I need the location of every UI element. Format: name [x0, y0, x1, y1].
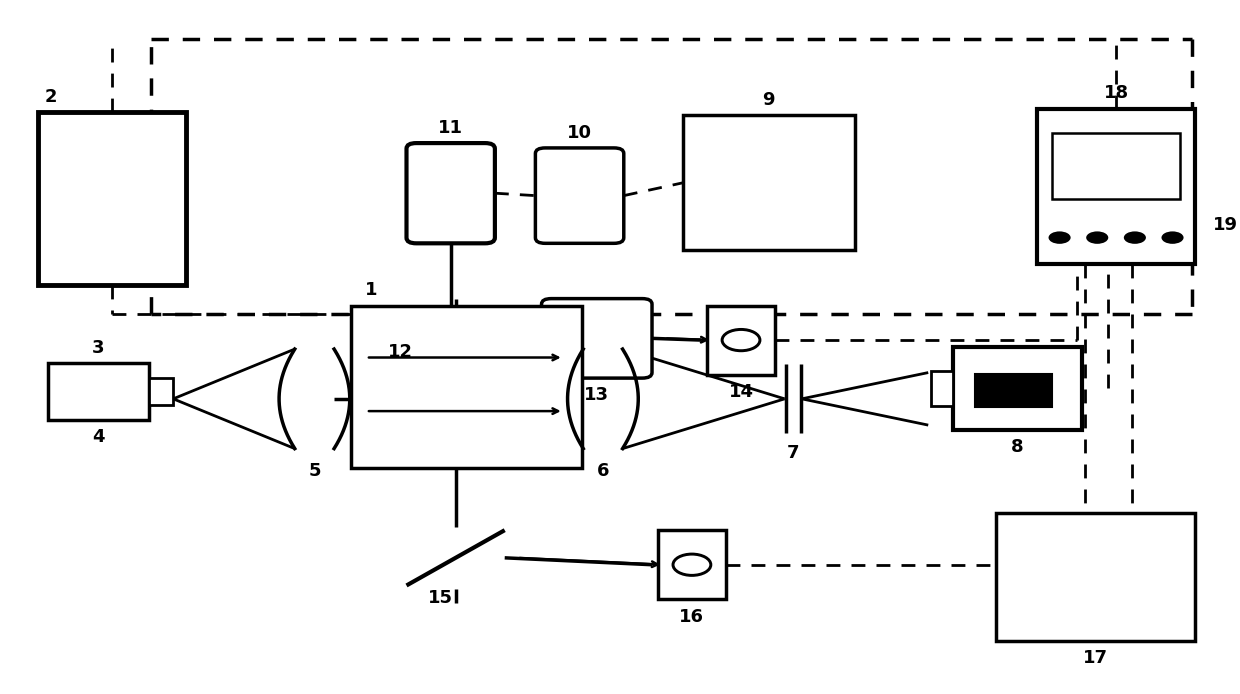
Text: 18: 18 — [1104, 85, 1128, 102]
Text: 5: 5 — [309, 462, 321, 480]
Bar — [931, 371, 952, 406]
Circle shape — [1162, 231, 1183, 244]
Bar — [149, 378, 174, 405]
Text: 13: 13 — [584, 387, 609, 405]
Text: 15: 15 — [428, 589, 454, 607]
Text: 12: 12 — [388, 343, 413, 361]
Text: 11: 11 — [438, 119, 464, 137]
Bar — [351, 305, 582, 468]
FancyBboxPatch shape — [536, 148, 624, 244]
Text: 3: 3 — [92, 339, 104, 357]
Bar — [952, 347, 1081, 430]
Bar — [1053, 133, 1180, 198]
Text: 4: 4 — [92, 428, 104, 446]
Text: 16: 16 — [680, 607, 704, 625]
Bar — [48, 363, 149, 420]
Text: 6: 6 — [596, 462, 609, 480]
Text: 19: 19 — [1213, 216, 1238, 234]
Bar — [38, 112, 186, 285]
FancyBboxPatch shape — [542, 298, 652, 378]
Bar — [996, 513, 1194, 641]
Bar — [1038, 108, 1194, 264]
Bar — [975, 373, 1053, 407]
Circle shape — [1123, 231, 1146, 244]
Text: 2: 2 — [45, 87, 57, 105]
Text: 9: 9 — [763, 91, 775, 109]
Circle shape — [1086, 231, 1109, 244]
Bar — [658, 530, 725, 600]
Text: 1: 1 — [365, 281, 377, 299]
Text: 10: 10 — [567, 124, 591, 142]
Bar — [707, 305, 775, 375]
Text: 17: 17 — [1083, 649, 1107, 667]
Circle shape — [1049, 231, 1070, 244]
Bar — [683, 115, 854, 251]
Text: 14: 14 — [729, 383, 754, 401]
FancyBboxPatch shape — [407, 143, 495, 244]
Text: 8: 8 — [1011, 438, 1023, 456]
Text: 7: 7 — [787, 443, 800, 462]
